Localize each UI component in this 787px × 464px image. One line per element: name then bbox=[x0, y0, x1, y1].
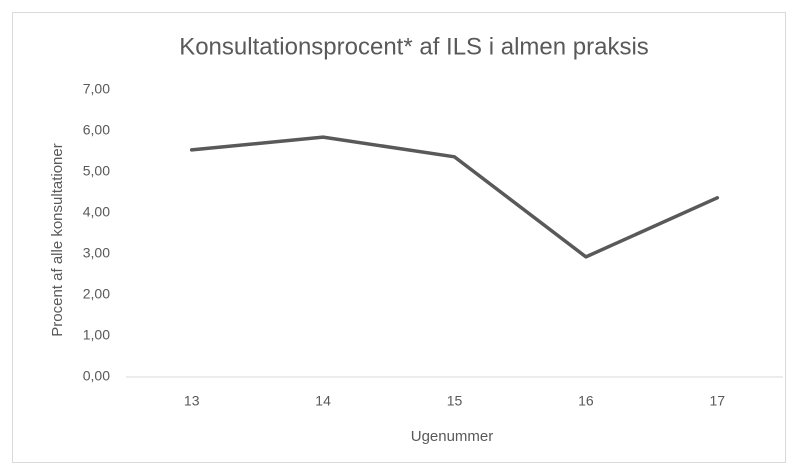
x-tick-label: 16 bbox=[578, 393, 594, 409]
x-tick-label: 13 bbox=[184, 393, 200, 409]
y-tick-label: 4,00 bbox=[83, 204, 110, 220]
y-tick-label: 5,00 bbox=[83, 163, 110, 179]
y-tick-label: 7,00 bbox=[83, 81, 110, 97]
x-tick-label: 17 bbox=[710, 393, 726, 409]
y-tick-label: 0,00 bbox=[83, 368, 110, 384]
y-tick-label: 6,00 bbox=[83, 122, 110, 138]
x-tick-label: 15 bbox=[447, 393, 463, 409]
chart-title: Konsultationsprocent* af ILS i almen pra… bbox=[179, 33, 649, 60]
x-tick-label: 14 bbox=[315, 393, 331, 409]
x-axis-title: Ugenummer bbox=[411, 428, 494, 445]
y-axis-title: Procent af alle konsultationer bbox=[49, 143, 66, 336]
data-line bbox=[189, 135, 720, 259]
y-tick-label: 1,00 bbox=[83, 327, 110, 343]
chart-border bbox=[12, 12, 786, 463]
y-tick-label: 2,00 bbox=[83, 286, 110, 302]
y-tick-label: 3,00 bbox=[83, 245, 110, 261]
